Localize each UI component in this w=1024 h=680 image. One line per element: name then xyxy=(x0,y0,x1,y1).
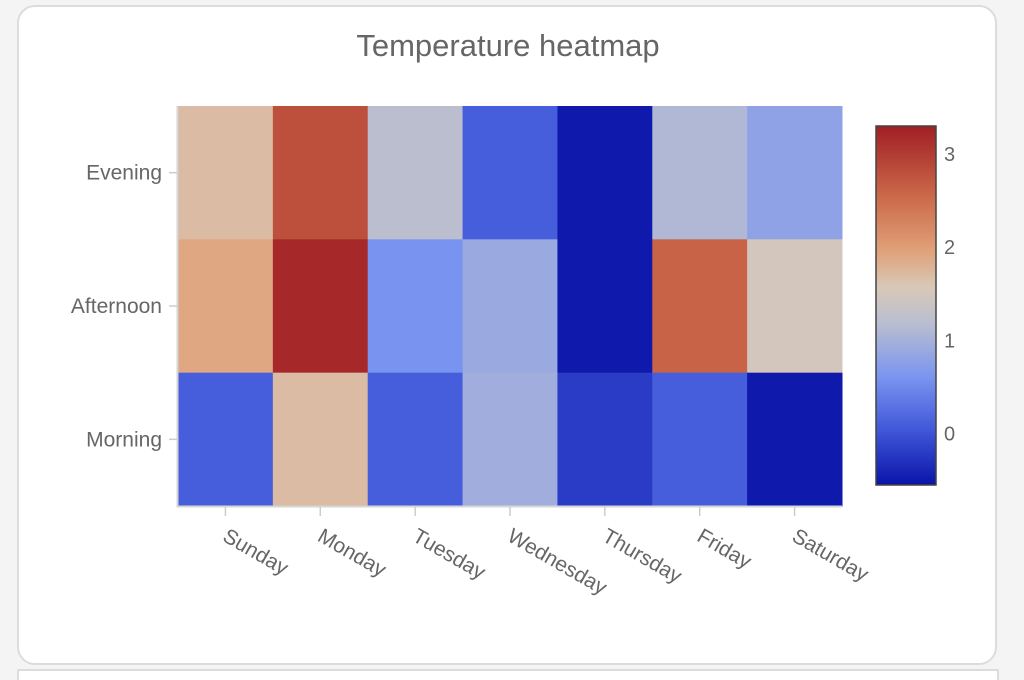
x-tick-label: Monday xyxy=(314,524,391,582)
colorbar-gradient xyxy=(875,125,937,486)
x-tick-label: Friday xyxy=(693,524,755,573)
x-tick-label: Thursday xyxy=(598,524,686,588)
heatmap-cell-morning-thursday xyxy=(557,372,653,507)
y-tick-label: Morning xyxy=(86,428,162,451)
heatmap-cell-evening-wednesday xyxy=(462,106,558,240)
heatmap-cell-afternoon-thursday xyxy=(557,239,653,374)
colorbar: 0 1 2 3 xyxy=(875,125,955,486)
heatmap-cell-evening-sunday xyxy=(178,106,274,240)
heatmap-cell-evening-tuesday xyxy=(367,106,464,240)
x-tick-label: Tuesday xyxy=(409,524,490,584)
colorbar-tick-label: 1 xyxy=(944,330,955,352)
heatmap-cell-morning-tuesday xyxy=(367,372,464,507)
heatmap-cell-morning-saturday xyxy=(747,372,843,507)
heatmap-cell-morning-wednesday xyxy=(462,372,558,507)
x-tick-label: Sunday xyxy=(219,524,293,580)
heatmap-cell-afternoon-sunday xyxy=(178,239,274,374)
heatmap-cell-afternoon-friday xyxy=(652,239,748,374)
colorbar-tick-label: 0 xyxy=(944,424,955,446)
heatmap-cell-afternoon-saturday xyxy=(747,239,843,374)
x-tick-label: Saturday xyxy=(788,524,873,586)
next-card-edge xyxy=(17,669,999,680)
heatmap-cell-afternoon-tuesday xyxy=(367,239,464,374)
colorbar-tick-label: 3 xyxy=(944,144,955,166)
chart-title: Temperature heatmap xyxy=(356,28,659,63)
y-tick-label: Afternoon xyxy=(71,295,162,318)
heatmap-cell-evening-saturday xyxy=(747,106,843,240)
y-axis: Evening Afternoon Morning xyxy=(71,106,179,507)
heatmap-cell-evening-friday xyxy=(652,106,748,240)
x-tick-label: Wednesday xyxy=(504,524,612,599)
heatmap-cell-morning-friday xyxy=(652,372,748,507)
heatmap-cell-morning-sunday xyxy=(178,372,274,507)
heatmap-cell-afternoon-wednesday xyxy=(462,239,558,374)
heatmap-cells xyxy=(178,106,843,507)
heatmap-cell-morning-monday xyxy=(272,372,369,507)
y-tick-label: Evening xyxy=(86,162,162,185)
heatmap-cell-evening-monday xyxy=(272,106,369,240)
colorbar-tick-label: 2 xyxy=(944,237,955,259)
heatmap-cell-evening-thursday xyxy=(557,106,653,240)
heatmap-cell-afternoon-monday xyxy=(272,239,369,374)
